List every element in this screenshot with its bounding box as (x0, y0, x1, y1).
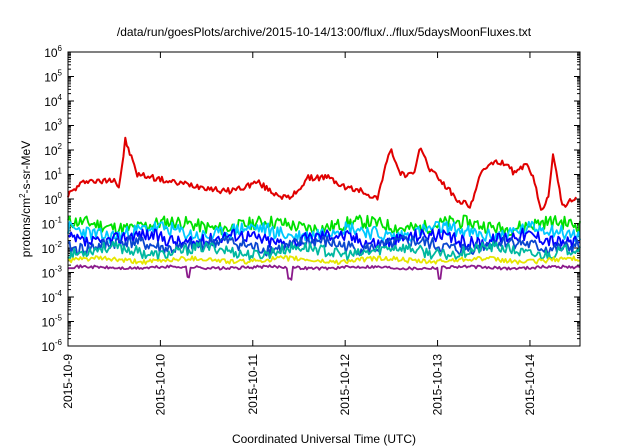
series-line (67, 240, 581, 261)
x-tick-label: 2015-10-9 (61, 354, 75, 409)
y-tick-label: 10-6 (42, 338, 63, 354)
x-tick-label: 2015-10-10 (153, 354, 167, 416)
series-line (67, 264, 581, 281)
y-tick-label: 10-1 (42, 216, 63, 232)
series-line (67, 136, 577, 211)
y-tick-label: 103 (44, 118, 62, 134)
data-series (67, 136, 581, 281)
x-axis-label: Coordinated Universal Time (UTC) (232, 432, 416, 446)
y-axis-label: protons/cm2-s-sr-MeV (18, 141, 33, 257)
x-tick-labels: 2015-10-9 2015-10-10 2015-10-11 2015-10-12 2… (61, 354, 537, 416)
y-tick-label: 105 (44, 69, 62, 85)
chart-title: /data/run/goesPlots/archive/2015-10-14/1… (117, 25, 532, 39)
x-tick-label: 2015-10-12 (338, 354, 352, 416)
y-tick-label: 100 (44, 191, 62, 207)
series-line (67, 234, 581, 257)
axis-ticks (67, 51, 580, 347)
y-tick-label: 102 (44, 142, 62, 158)
x-tick-label: 2015-10-14 (523, 354, 537, 416)
y-tick-label: 10-5 (42, 314, 63, 330)
y-tick-label: 106 (44, 44, 62, 60)
plot-frame (67, 51, 581, 347)
y-tick-labels: 10-6 10-5 10-4 10-3 10-2 10-1 100 101 102 103 104 1… (42, 44, 63, 354)
y-tick-label: 10-4 (42, 289, 63, 305)
y-tick-label: 101 (44, 167, 62, 183)
series-line (67, 255, 581, 265)
y-tick-label: 10-3 (42, 265, 63, 281)
x-tick-label: 2015-10-13 (431, 354, 445, 416)
x-tick-label: 2015-10-11 (246, 354, 260, 415)
y-tick-label: 10-2 (42, 240, 63, 256)
y-tick-label: 104 (44, 93, 62, 109)
